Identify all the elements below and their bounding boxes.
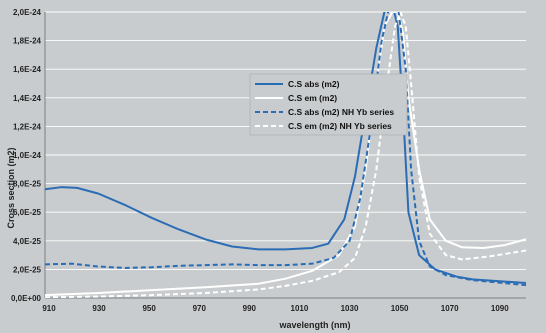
x-tick-label: 910 (42, 304, 56, 313)
y-tick-label: 1,6E-24 (13, 65, 42, 74)
x-axis-label: wavelength (nm) (278, 320, 350, 330)
y-tick-label: 8,0E-25 (13, 180, 42, 189)
series-lines (45, 12, 526, 298)
series-line-3 (45, 12, 526, 287)
series-line-4 (45, 12, 526, 298)
y-tick-label: 4,0E-25 (13, 237, 42, 246)
y-tick-label: 1,8E-24 (13, 37, 42, 46)
y-tick-label: 1,2E-24 (13, 122, 42, 131)
x-tick-label: 1050 (391, 304, 409, 313)
x-tick-label: 970 (193, 304, 207, 313)
legend-label-1: C.S abs (m2) (288, 79, 340, 89)
x-tick-label: 1010 (291, 304, 309, 313)
y-axis-label: Cross section (m2) (6, 147, 16, 228)
axes (44, 12, 526, 299)
y-tick-label: 2,0E-25 (13, 265, 42, 274)
y-tick-label: 1,0E-24 (13, 151, 42, 160)
legend-label-3: C.S abs (m2) NH Yb series (288, 107, 394, 117)
x-tick-labels: 910 930 950 970 990 1010 1030 1050 1070 1090 (42, 304, 509, 313)
legend-items: C.S abs (m2) C.S em (m2) C.S abs (m2) NH Y… (255, 79, 394, 131)
series-line-2 (45, 12, 526, 297)
y-tick-label: 1,4E-24 (13, 94, 42, 103)
x-tick-label: 950 (142, 304, 156, 313)
y-tick-label: 6,0E-25 (13, 208, 42, 217)
x-tick-label: 1030 (341, 304, 359, 313)
series-line-1 (45, 12, 526, 284)
x-tick-label: 1070 (441, 304, 459, 313)
x-tick-label: 1090 (491, 304, 509, 313)
legend-label-2: C.S em (m2) (288, 93, 337, 103)
x-tick-label: 990 (243, 304, 257, 313)
y-tick-label: 2,0E-24 (13, 8, 42, 17)
y-tick-labels: 0,0E+00 2,0E-25 4,0E-25 6,0E-25 8,0E-25 1,0E-… (11, 8, 42, 303)
x-tick-label: 930 (92, 304, 106, 313)
y-tick-label: 0,0E+00 (11, 294, 42, 303)
legend-label-4: C.S em (m2) NH Yb series (288, 121, 392, 131)
legend: C.S abs (m2) C.S em (m2) C.S abs (m2) NH Y… (249, 73, 408, 136)
